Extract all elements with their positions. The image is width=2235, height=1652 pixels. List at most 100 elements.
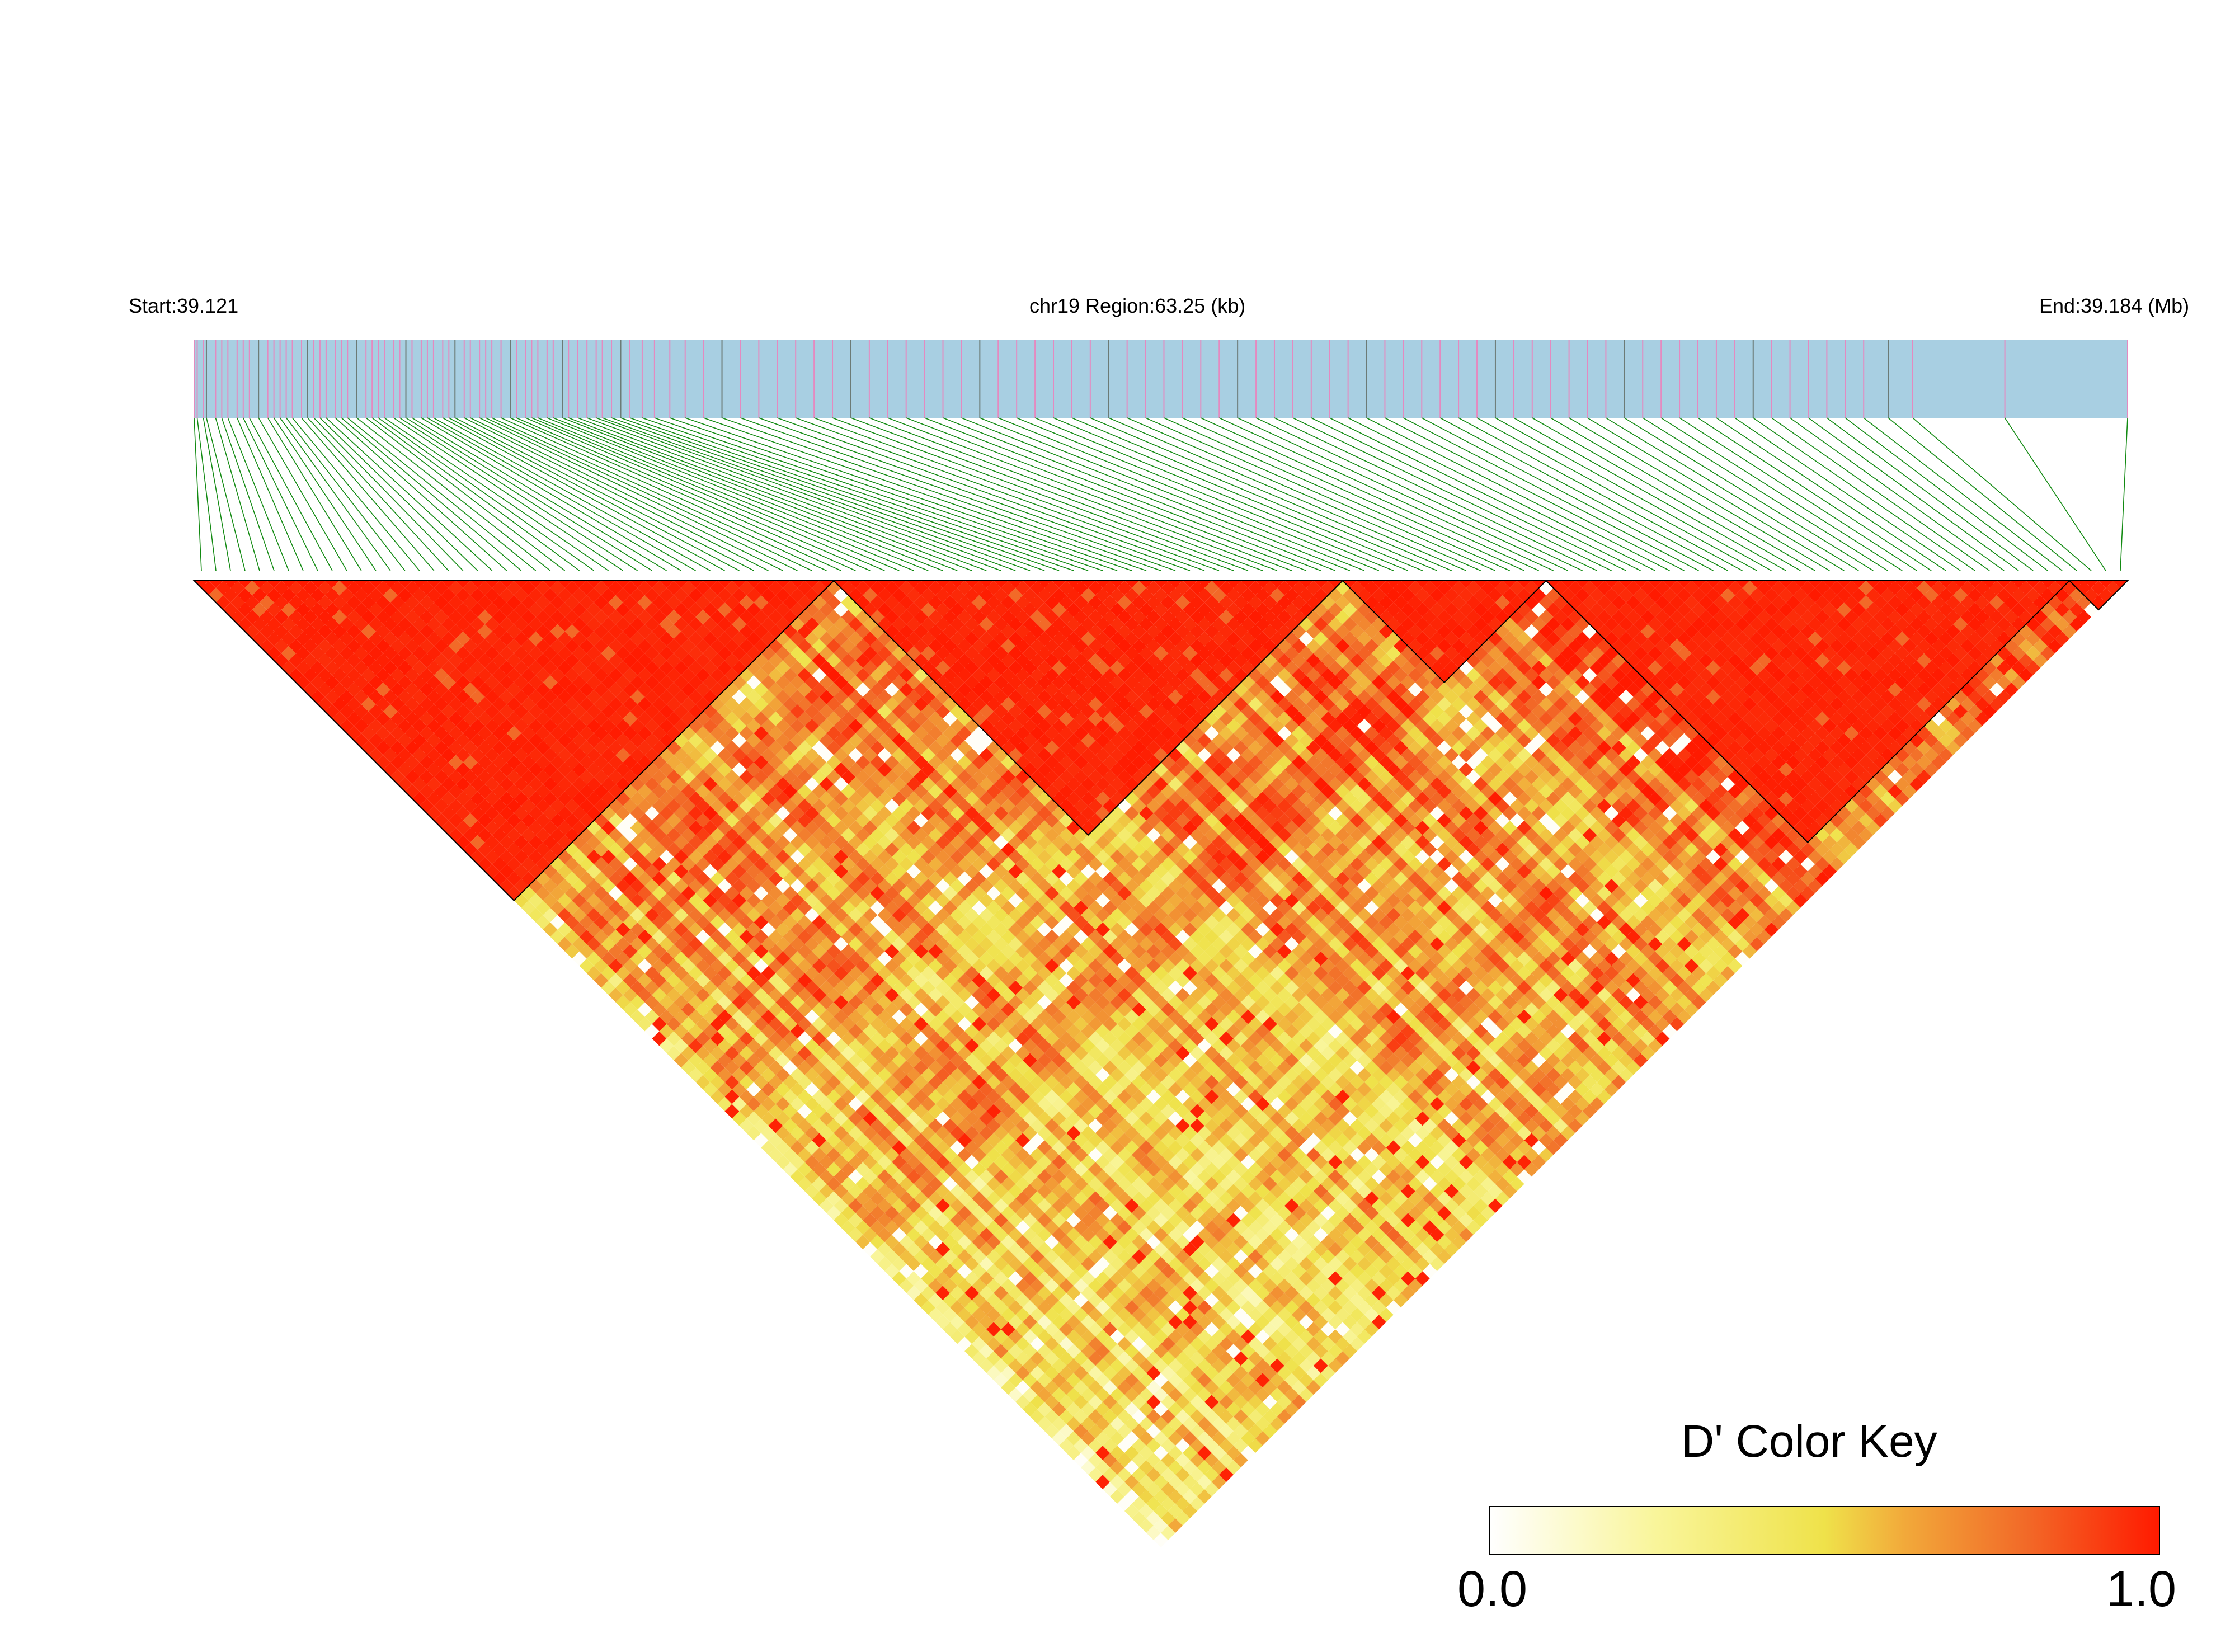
ld-cell: [783, 1104, 798, 1119]
snp-connector: [406, 417, 652, 571]
ld-cell: [332, 682, 347, 697]
ld-cell: [935, 1300, 951, 1315]
snp-connector: [1624, 417, 1874, 571]
ld-cell: [717, 1096, 732, 1112]
ld-cell: [812, 1147, 827, 1162]
ld-cell: [274, 610, 289, 624]
snp-connector: [1292, 417, 1612, 571]
ld-cell: [681, 1002, 696, 1017]
ld-cell: [1110, 1431, 1124, 1446]
snp-connector: [722, 417, 1161, 571]
ld-cell: [521, 842, 536, 857]
snp-connector: [516, 417, 871, 571]
ld-cell: [230, 610, 245, 624]
ld-cell: [361, 711, 376, 726]
snp-connector: [1458, 417, 1743, 571]
ld-cell: [1103, 1482, 1117, 1497]
ld-cell: [950, 1300, 965, 1315]
ld-cell: [521, 886, 536, 901]
ld-cell: [1103, 1453, 1117, 1468]
ld-cell: [303, 624, 318, 639]
ld-cell: [724, 1089, 740, 1104]
snp-connector: [243, 417, 318, 571]
ld-cell: [266, 617, 281, 632]
ld-cell: [1103, 1424, 1117, 1439]
ld-cell: [441, 820, 456, 835]
ld-cell: [1030, 1395, 1045, 1410]
ld-cell: [324, 660, 340, 675]
ld-cell: [324, 646, 340, 661]
ld-cell: [528, 907, 543, 923]
snp-connector: [1771, 417, 1990, 571]
ld-cell: [819, 1169, 834, 1184]
snp-connector: [553, 417, 943, 571]
ld-cell: [426, 747, 441, 763]
ld-cell: [615, 936, 630, 952]
snp-connector: [291, 417, 420, 571]
snp-connector: [1218, 417, 1554, 571]
ld-cell: [1015, 1380, 1031, 1395]
ld-cell: [615, 951, 630, 966]
snp-connector: [307, 417, 449, 571]
ld-cell: [528, 864, 543, 879]
snp-connector: [777, 417, 1205, 571]
snp-connector: [924, 417, 1321, 571]
snp-connector: [335, 417, 507, 571]
ld-cell: [623, 973, 638, 988]
snp-connector: [906, 417, 1307, 571]
snp-connector: [221, 417, 275, 571]
snp-connector: [501, 417, 841, 571]
ld-cell: [426, 776, 441, 792]
snp-connector: [421, 417, 681, 571]
ld-cell: [368, 718, 383, 733]
snp-connector: [1090, 417, 1452, 571]
ld-cell: [623, 944, 638, 959]
ld-cell: [1008, 1344, 1023, 1359]
snp-connector: [602, 417, 1031, 571]
snp-connector: [433, 417, 711, 571]
ld-cell: [572, 907, 587, 923]
snp-connector: [371, 417, 580, 571]
ld-cell: [550, 915, 565, 930]
snp-connector: [654, 417, 1103, 571]
ld-cell: [1044, 1395, 1060, 1410]
ld-cell: [848, 1198, 863, 1213]
snp-connector: [562, 417, 958, 571]
ld-heatmap: [189, 572, 2133, 1547]
snp-connector: [273, 417, 377, 571]
ld-cell: [521, 900, 536, 915]
ld-cell: [1052, 1402, 1067, 1417]
snp-connector: [203, 417, 231, 571]
ld-cell: [768, 1104, 783, 1119]
ld-cell: [434, 784, 449, 799]
snp-connector: [319, 417, 478, 571]
snp-connector: [1108, 417, 1466, 571]
ld-cell: [274, 581, 289, 595]
ld-cell: [1066, 1402, 1081, 1417]
snp-connector: [813, 417, 1234, 571]
ld-cell: [819, 1155, 834, 1170]
ld-cell: [1037, 1402, 1052, 1417]
ld-cell: [819, 1140, 834, 1155]
ld-cell: [1015, 1351, 1031, 1366]
ld-cell: [754, 1104, 769, 1119]
ld-cell: [477, 813, 492, 828]
ld-cell: [528, 849, 543, 864]
ld-cell: [1175, 1496, 1190, 1511]
snp-connector: [1716, 417, 1946, 571]
snp-connector: [1569, 417, 1830, 571]
ld-cell: [834, 1198, 849, 1213]
snp-connector: [1034, 417, 1409, 571]
ld-cell: [1008, 1373, 1023, 1388]
ld-cell: [1103, 1467, 1117, 1482]
ld-cell: [274, 595, 289, 610]
snp-connector: [258, 417, 347, 571]
snp-connector: [586, 417, 1001, 571]
snp-connector: [1550, 417, 1815, 571]
snp-connector-lines: [194, 417, 2128, 571]
ld-cell: [281, 617, 296, 632]
snp-connector: [215, 417, 260, 571]
snp-connector: [1200, 417, 1539, 571]
ld-cell: [332, 696, 347, 712]
snp-connector: [850, 417, 1263, 571]
